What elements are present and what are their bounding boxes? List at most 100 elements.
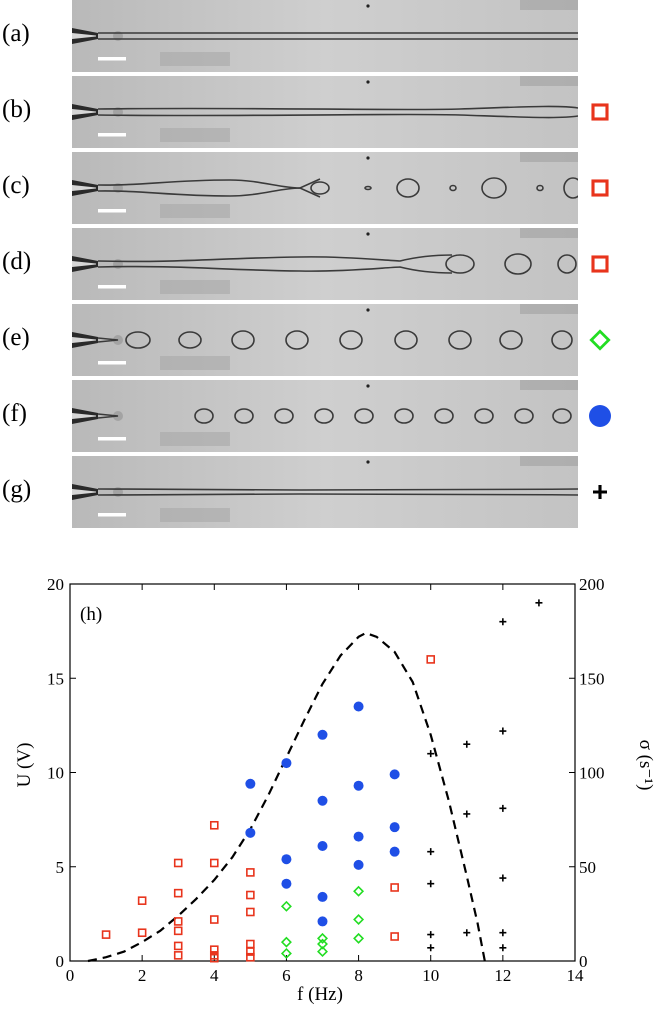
y-tick-label: 10 (47, 764, 64, 783)
jet-photograph (72, 152, 578, 224)
data-point (353, 932, 365, 944)
data-point (173, 917, 183, 926)
data-point (353, 859, 364, 870)
data-point (353, 885, 365, 897)
data-point (101, 930, 111, 939)
photo-panel: (c) (0, 152, 663, 224)
photo-panel: (e) (0, 304, 663, 376)
panel-marker-symbol (591, 103, 609, 121)
data-point (173, 888, 183, 898)
data-point (427, 750, 435, 758)
y2-tick-label: 100 (579, 764, 605, 783)
data-point (173, 926, 183, 936)
data-point (389, 822, 400, 833)
y2-axis-title: σ (s⁻¹) (635, 740, 656, 791)
data-point (389, 769, 400, 780)
data-point (499, 618, 507, 626)
data-point (353, 831, 364, 842)
data-point (317, 891, 328, 902)
panel-label: (b) (2, 96, 32, 123)
y-axis-title: U (V) (14, 743, 35, 788)
data-point (463, 929, 471, 937)
data-point (427, 944, 435, 952)
data-point (389, 846, 400, 857)
data-point (499, 727, 507, 735)
panel-marker-symbol (589, 405, 611, 427)
data-point (246, 890, 255, 900)
panel-marker-symbol (593, 485, 607, 499)
data-point (463, 810, 471, 818)
photo-panel: (f) (0, 380, 663, 452)
y-tick-label: 15 (47, 669, 64, 688)
x-tick-label: 0 (66, 966, 75, 985)
jet-photograph (72, 76, 578, 148)
data-point (280, 947, 292, 959)
data-point (281, 758, 292, 769)
data-point (246, 939, 255, 949)
data-point (246, 952, 255, 962)
panel-label: (g) (2, 476, 32, 503)
photo-panel: (b) (0, 76, 663, 148)
x-tick-label: 4 (210, 966, 219, 985)
panel-label: (f) (2, 400, 27, 427)
panel-marker (591, 179, 609, 197)
data-point (427, 880, 435, 888)
x-tick-label: 6 (282, 966, 291, 985)
photo-panel: (d) (0, 228, 663, 300)
plot-panel-label: (h) (80, 604, 102, 625)
jet-photograph (72, 456, 578, 528)
y-tick-label: 0 (56, 952, 65, 971)
data-point (245, 778, 256, 789)
data-point (499, 929, 507, 937)
panel-marker-symbol (591, 179, 609, 197)
data-point (317, 946, 328, 958)
y-tick-label: 20 (47, 575, 64, 594)
data-point (427, 848, 435, 856)
data-point (535, 599, 543, 607)
data-point (499, 874, 507, 882)
data-point (209, 820, 219, 830)
data-point (173, 941, 183, 951)
y2-tick-label: 50 (579, 858, 596, 877)
y2-tick-label: 150 (579, 669, 605, 688)
jet-photograph (72, 380, 578, 452)
data-point (246, 947, 255, 956)
y-tick-label: 5 (56, 858, 65, 877)
data-point (173, 858, 183, 868)
data-point (499, 804, 507, 812)
data-point (317, 795, 328, 806)
x-tick-label: 12 (494, 966, 511, 985)
panel-label: (c) (2, 172, 30, 199)
data-point (317, 841, 328, 852)
data-point (280, 900, 292, 912)
data-point (317, 932, 328, 944)
data-point (390, 883, 399, 892)
data-point (317, 938, 328, 950)
data-point (317, 729, 328, 740)
data-point (426, 655, 436, 664)
panel-label: (d) (2, 248, 32, 275)
data-point (499, 944, 507, 952)
data-point (463, 740, 471, 748)
panel-label: (a) (2, 20, 30, 47)
jet-photograph (72, 304, 578, 376)
panel-label: (e) (2, 324, 30, 351)
data-point (246, 907, 255, 917)
panel-marker-symbol (591, 255, 609, 273)
data-point (209, 953, 219, 963)
data-point (317, 916, 328, 927)
data-point (353, 914, 365, 926)
data-point (246, 868, 255, 877)
panel-marker (591, 103, 609, 121)
data-point (390, 932, 399, 941)
data-point (353, 701, 364, 712)
x-tick-label: 10 (422, 966, 439, 985)
y2-tick-label: 0 (579, 952, 588, 971)
x-tick-label: 8 (354, 966, 363, 985)
panel-marker-symbol (589, 329, 611, 351)
data-point (245, 827, 256, 838)
stability-plot: (h) f (Hz) U (V) σ (s⁻¹) 0 2 4 6 8 10 12 140510… (14, 575, 656, 1005)
panel-marker (589, 329, 611, 351)
x-tick-label: 14 (567, 966, 585, 985)
data-point (281, 854, 292, 865)
